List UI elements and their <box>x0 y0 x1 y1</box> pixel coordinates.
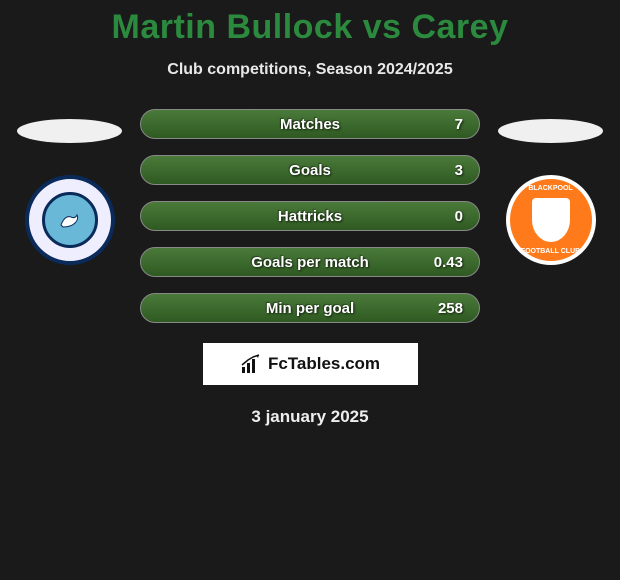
right-player-col: BLACKPOOL FOOTBALL CLUB <box>498 109 603 265</box>
wycombe-badge <box>25 175 115 265</box>
stat-value: 7 <box>455 116 463 133</box>
stat-value: 3 <box>455 162 463 179</box>
stats-column: Matches 7 Goals 3 Hattricks 0 Goals per … <box>140 109 480 323</box>
stat-label: Matches <box>280 116 340 133</box>
blackpool-text-bottom: FOOTBALL CLUB <box>521 248 580 255</box>
left-player-oval <box>17 119 122 143</box>
left-player-col <box>17 109 122 265</box>
comparison-row: Matches 7 Goals 3 Hattricks 0 Goals per … <box>0 109 620 323</box>
swan-icon <box>55 205 85 235</box>
wycombe-inner-icon <box>42 192 98 248</box>
stat-value: 0.43 <box>434 254 463 271</box>
right-player-oval <box>498 119 603 143</box>
blackpool-text-top: BLACKPOOL <box>528 185 572 192</box>
stat-row-min-per-goal: Min per goal 258 <box>140 293 480 323</box>
stat-row-goals: Goals 3 <box>140 155 480 185</box>
page-title: Martin Bullock vs Carey <box>0 0 620 47</box>
stat-value: 258 <box>438 300 463 317</box>
stat-label: Goals per match <box>251 254 369 271</box>
stat-row-matches: Matches 7 <box>140 109 480 139</box>
date-text: 3 january 2025 <box>0 407 620 427</box>
stat-label: Min per goal <box>266 300 354 317</box>
stat-row-goals-per-match: Goals per match 0.43 <box>140 247 480 277</box>
subtitle: Club competitions, Season 2024/2025 <box>0 61 620 79</box>
chart-icon <box>240 353 262 375</box>
stat-value: 0 <box>455 208 463 225</box>
brand-box: FcTables.com <box>203 343 418 385</box>
blackpool-badge: BLACKPOOL FOOTBALL CLUB <box>506 175 596 265</box>
stat-row-hattricks: Hattricks 0 <box>140 201 480 231</box>
brand-text: FcTables.com <box>268 354 380 374</box>
stat-label: Goals <box>289 162 331 179</box>
stat-label: Hattricks <box>278 208 342 225</box>
blackpool-shield-icon <box>532 198 570 242</box>
